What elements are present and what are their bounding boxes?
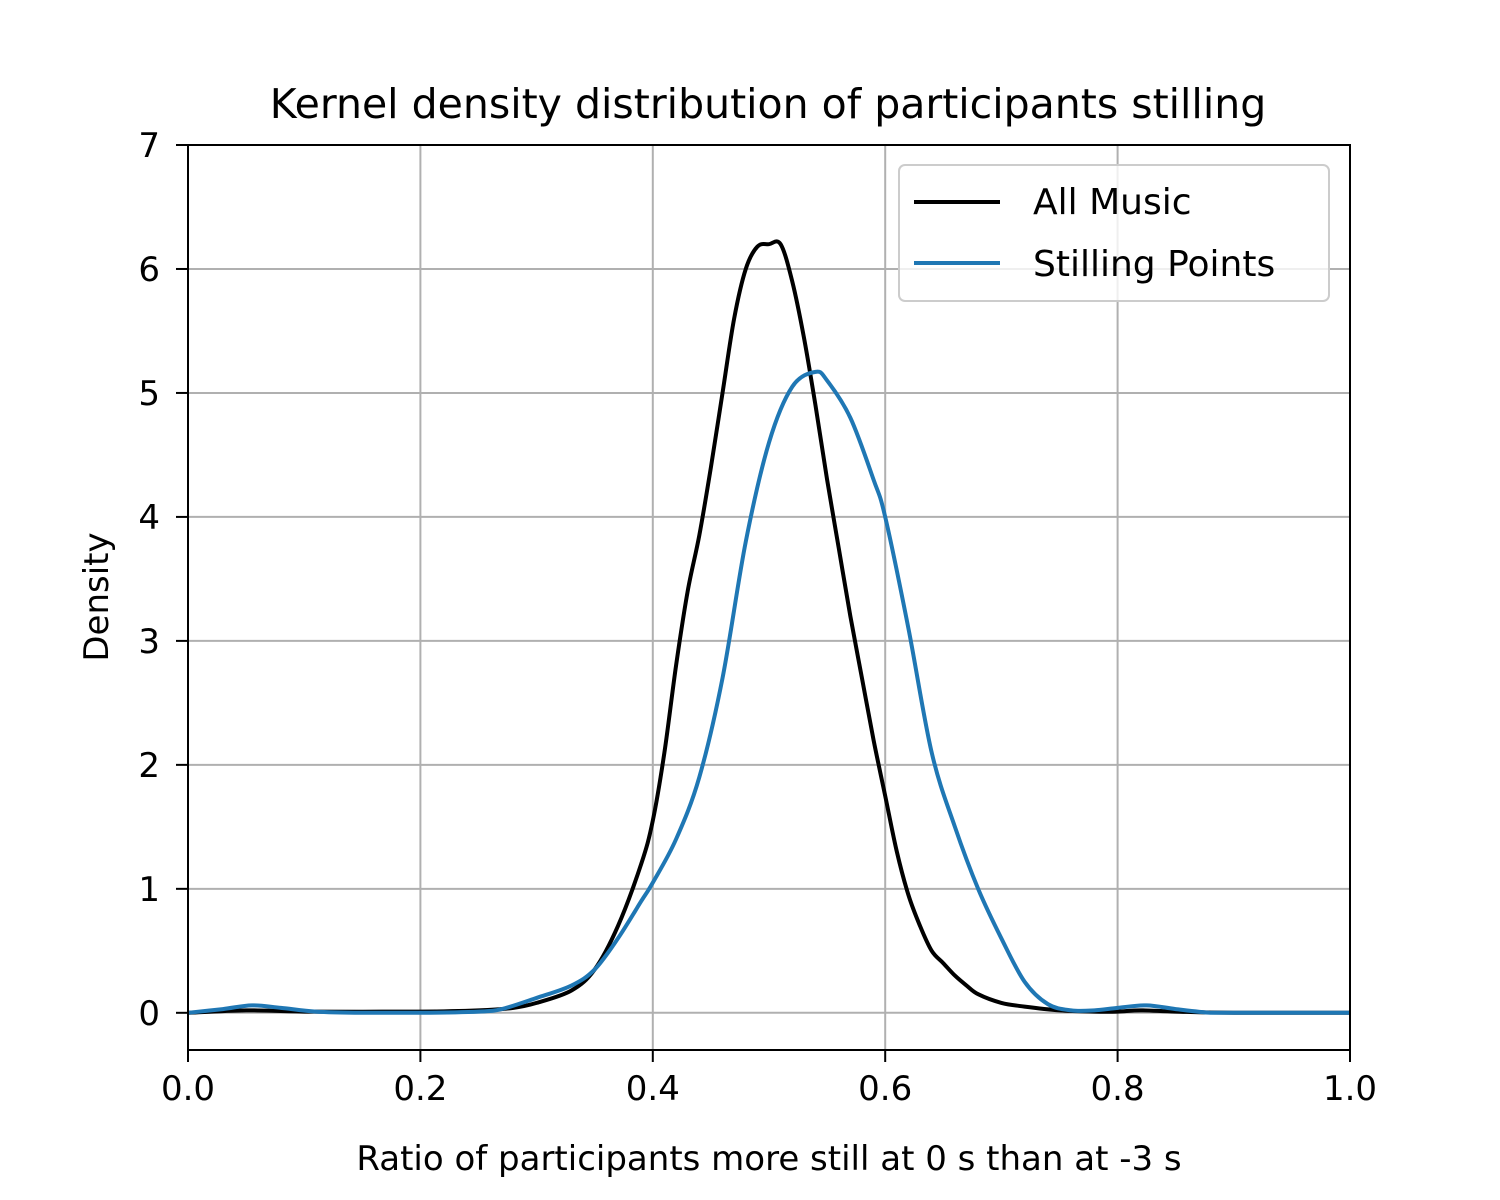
series-lines — [187, 239, 1350, 1015]
y-tick-label: 3 — [138, 622, 160, 662]
legend-label-stilling-points: Stilling Points — [1033, 244, 1275, 285]
y-tick-label: 4 — [138, 498, 160, 538]
y-tick-label: 6 — [138, 250, 160, 290]
x-axis-ticks: 0.0 0.2 0.4 0.6 0.8 1.0 — [161, 1050, 1377, 1109]
legend-label-all-music: All Music — [1033, 182, 1192, 223]
y-axis-label: Density — [77, 532, 117, 661]
chart-title: Kernel density distribution of participa… — [270, 80, 1266, 128]
series-line-stilling-points — [187, 369, 1350, 1015]
legend: All Music Stilling Points — [898, 164, 1330, 302]
x-tick-label: 0.0 — [161, 1069, 215, 1109]
y-tick-label: 7 — [138, 126, 160, 166]
plot-frame — [187, 144, 1351, 1051]
y-axis-ticks: 0 1 2 3 4 5 6 7 — [138, 126, 188, 1034]
x-tick-label: 1.0 — [1323, 1069, 1377, 1109]
x-tick-label: 0.6 — [858, 1069, 912, 1109]
x-tick-label: 0.8 — [1091, 1069, 1145, 1109]
y-tick-label: 1 — [138, 870, 160, 910]
x-axis-label: Ratio of participants more still at 0 s … — [356, 1139, 1181, 1179]
legend-box — [898, 164, 1330, 302]
x-tick-label: 0.2 — [393, 1069, 447, 1109]
y-tick-label: 0 — [138, 994, 160, 1034]
y-tick-label: 2 — [138, 746, 160, 786]
x-tick-label: 0.4 — [626, 1069, 680, 1109]
y-tick-label: 5 — [138, 374, 160, 414]
